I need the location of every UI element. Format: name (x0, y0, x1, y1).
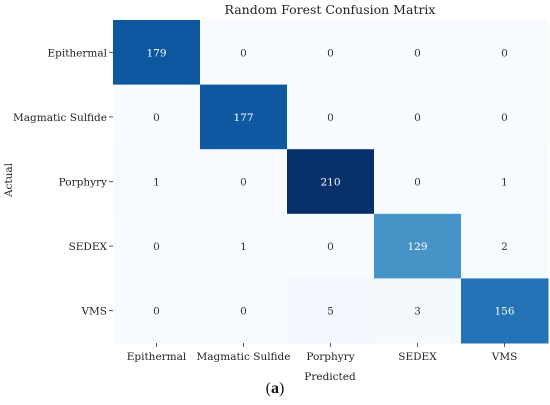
heatmap-cell (374, 20, 462, 86)
heatmap-cell (287, 20, 375, 86)
x-axis-label: Predicted (304, 371, 356, 383)
heatmap-cell (113, 20, 201, 86)
cell-value-label: 5 (327, 306, 334, 318)
heatmap-cell (287, 149, 375, 215)
cell-value-label: 1 (501, 177, 508, 189)
heatmap-cell (461, 149, 549, 215)
heatmap-cell (374, 278, 462, 344)
cell-value-label: 0 (414, 177, 421, 189)
y-tick-label: Epithermal (47, 47, 107, 59)
y-tick-label: VMS (80, 306, 107, 318)
figure-caption: (a) (265, 380, 285, 397)
cell-value-label: 0 (327, 112, 334, 124)
cell-value-label: 0 (153, 112, 160, 124)
heatmap-cell (287, 213, 375, 279)
heatmap-cell (200, 213, 288, 279)
heatmap-cell (113, 278, 201, 344)
cell-value-label: 0 (153, 241, 160, 253)
heatmap-cell (374, 84, 462, 150)
cell-value-label: 179 (146, 47, 166, 59)
axis-ticks: Epithermal Magmatic Sulfide Porphyry SEDEX V… (13, 47, 517, 363)
heatmap-cell (461, 84, 549, 150)
cell-value-label: 0 (240, 47, 247, 59)
x-tick-label: Epithermal (127, 351, 187, 363)
cell-value-label: 0 (501, 47, 508, 59)
x-tick-label: SEDEX (398, 351, 437, 363)
heatmap-cell (374, 149, 462, 215)
cell-value-label: 0 (414, 47, 421, 59)
cell-value-label: 0 (414, 112, 421, 124)
cell-value-label: 2 (501, 241, 508, 253)
heatmap-cell (200, 278, 288, 344)
caption-label: a (271, 380, 279, 397)
cell-value-label: 177 (233, 112, 253, 124)
cell-value-label: 1 (240, 241, 247, 253)
heatmap-cell (113, 84, 201, 150)
x-tick-label: Porphyry (306, 351, 354, 363)
heatmap-cell (113, 149, 201, 215)
y-tick-label: Porphyry (59, 177, 107, 189)
cell-value-label: 0 (153, 306, 160, 318)
cell-value-label: 156 (494, 306, 514, 318)
heatmap-cell (461, 213, 549, 279)
y-tick-label: SEDEX (69, 241, 108, 253)
heatmap-cell (287, 84, 375, 150)
heatmap-cell (461, 20, 549, 86)
cell-value-label: 0 (327, 47, 334, 59)
heatmap-cell (287, 278, 375, 344)
heatmap-cell (200, 84, 288, 150)
cell-value-label: 0 (240, 177, 247, 189)
cell-value-label: 0 (240, 306, 247, 318)
y-tick-label: Magmatic Sulfide (13, 112, 107, 124)
heatmap-cell (200, 20, 288, 86)
cell-value-label: 129 (407, 241, 427, 253)
heatmap-cell (461, 278, 549, 344)
cell-value-label: 0 (501, 112, 508, 124)
heatmap-cell (113, 213, 201, 279)
x-tick-label: Magmatic Sulfide (197, 351, 291, 363)
cell-value-label: 3 (414, 306, 421, 318)
heatmap-cell (374, 213, 462, 279)
y-axis-label: Actual (3, 162, 15, 198)
cell-value-label: 210 (320, 177, 340, 189)
heatmap-cell (200, 149, 288, 215)
heatmap-cells: 179 0 0 0 0 0 177 0 0 0 1 0 210 0 1 0 1 0 129 2 0 0 5 3 156 (113, 20, 549, 344)
chart-title: Random Forest Confusion Matrix (225, 2, 436, 17)
cell-value-label: 1 (153, 177, 160, 189)
x-tick-label: VMS (491, 351, 518, 363)
cell-value-label: 0 (327, 241, 334, 253)
